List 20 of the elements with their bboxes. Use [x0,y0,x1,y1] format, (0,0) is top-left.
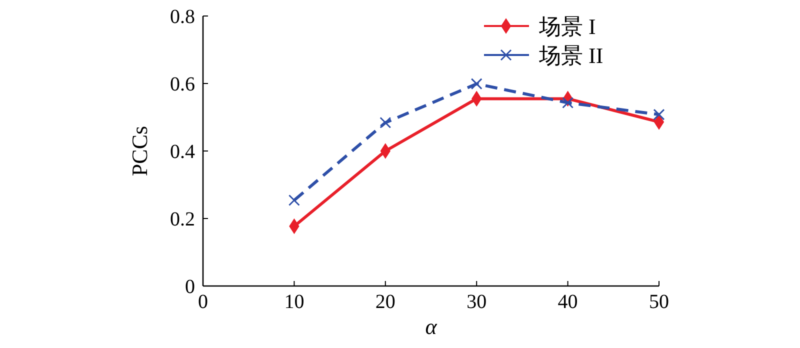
y-tick-label: 0 [185,276,195,298]
x-axis-title: α [425,314,438,339]
legend-label: 场景 II [538,43,604,68]
point [470,78,482,90]
x-tick-label: 20 [375,291,396,313]
x-tick-label: 10 [284,291,304,313]
point [653,108,665,120]
legend-label: 场景 I [538,14,596,39]
x-tick-label: 50 [649,291,669,313]
y-tick-label: 0.2 [170,208,195,230]
y-axis-title: PCCs [127,126,152,176]
point [288,194,300,206]
point [562,96,574,108]
y-tick-label: 0.4 [170,141,195,163]
x-tick-label: 40 [558,291,578,313]
y-tick-label: 0.8 [170,6,195,28]
point [380,144,390,158]
y-tick-label: 0.6 [170,74,195,96]
x-tick-label: 30 [466,291,487,313]
point [380,116,392,128]
